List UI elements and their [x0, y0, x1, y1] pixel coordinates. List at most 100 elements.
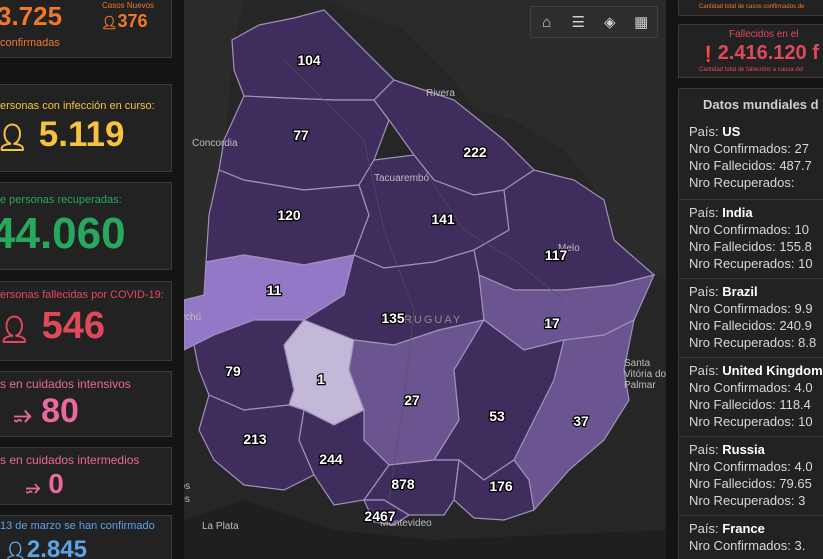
region-value-montevideo: 2467 — [364, 508, 395, 524]
country-name-row: País: France — [689, 520, 823, 537]
country-item[interactable]: País: US Nro Confirmados: 27 Nro Falleci… — [679, 123, 823, 191]
country-deceased-row: Nro Fallecidos: 240.9 — [689, 317, 823, 334]
country-confirmed: 3. — [794, 538, 806, 553]
country-confirmed: 4.0 — [794, 380, 813, 395]
country-recovered: 10 — [798, 256, 813, 271]
region-value-durazno: 135 — [381, 310, 405, 326]
intermediate-row: ⭌ 0 — [26, 468, 64, 500]
world-deaths-card: Fallecidos en el ❗2.416.120 f Cantidad t… — [678, 24, 823, 78]
intermediate-value: 0 — [48, 468, 64, 499]
total-confirmed-card: Cantidad total de casos confirmados de — [678, 0, 823, 16]
icu-value: 80 — [41, 392, 79, 430]
deceased-label: Nro Fallecidos: — [689, 239, 776, 254]
region-rocha[interactable] — [513, 318, 635, 512]
since-card: 13 de marzo se han confirmado 👤︎2.845 — [0, 515, 172, 559]
layers-icon[interactable]: ◈ — [603, 14, 616, 31]
person-icon: 👤︎ — [4, 541, 27, 559]
grid-icon[interactable]: ▦ — [634, 14, 649, 31]
list-icon[interactable]: ☰ — [571, 14, 585, 31]
country-item[interactable]: País: United Kingdom Nro Confirmados: 4.… — [679, 357, 823, 430]
map-view[interactable]: Rivera Concordia Tacuarembó Melo URUGUAY… — [184, 0, 666, 559]
region-value-rocha: 37 — [573, 413, 589, 429]
country-confirmed-row: Nro Confirmados: 27 — [689, 140, 823, 157]
new-cases-value: 376 — [117, 11, 148, 31]
confirmed-card: 3.725 confirmadas Casos Nuevos 👤︎376 — [0, 0, 172, 58]
region-value-canelones: 878 — [391, 476, 415, 492]
country-confirmed-row: Nro Confirmados: 10 — [689, 221, 823, 238]
intermediate-label: s en cuidados intermedios — [0, 453, 140, 467]
icu-label: s en cuidados intensivos — [0, 377, 131, 391]
region-value-treinta-y-tres: 17 — [544, 315, 560, 331]
person-icon: 👤︎ — [0, 314, 32, 344]
country-name: United Kingdom — [722, 363, 823, 378]
world-deaths-value: 2.416.120 f — [717, 42, 819, 64]
country-recovered-row: Nro Recuperados: 10 — [689, 413, 823, 430]
country-recovered-row: Nro Recuperados: — [689, 174, 823, 191]
confirmed-value: 3.725 — [0, 1, 63, 31]
active-card: ersonas con infección en curso: 👤︎ 5.119 — [0, 84, 172, 172]
country-label: País: — [689, 521, 719, 536]
home-icon[interactable]: ⌂ — [542, 13, 552, 31]
country-item[interactable]: País: Russia Nro Confirmados: 4.0 Nro Fa… — [679, 436, 823, 509]
confirmed-label: Nro Confirmados: — [689, 222, 791, 237]
since-label: 13 de marzo se han confirmado — [0, 520, 155, 532]
country-name: France — [722, 521, 765, 536]
alert-icon: ❗ — [699, 46, 718, 63]
active-value: 5.119 — [38, 115, 125, 154]
country-name: US — [722, 124, 741, 139]
confirmed-label: confirmadas — [0, 37, 60, 49]
new-cases-label: Casos Nuevos — [102, 1, 155, 10]
region-value-rio-negro: 11 — [267, 282, 282, 298]
map-toolbar: ⌂ ☰ ◈ ▦ — [530, 6, 658, 38]
country-recovered: 3 — [798, 493, 806, 508]
country-deceased: 118.4 — [779, 397, 811, 412]
country-name-row: País: Brazil — [689, 283, 823, 300]
region-montevideo[interactable] — [363, 499, 411, 526]
place-montevideo: Montevideo — [380, 518, 432, 529]
deceased-label: ersonas fallecidas por COVID-19: — [0, 289, 164, 301]
recovered-label: Nro Recuperados: — [689, 175, 795, 190]
region-salto[interactable] — [218, 95, 390, 191]
bed-icon: ⭌ — [26, 477, 41, 497]
bed-icon: ⭌ — [14, 402, 32, 427]
place-buenos-aires-1: nos — [184, 481, 190, 492]
country-confirmed-row: Nro Confirmados: 9.9 — [689, 300, 823, 317]
world-deaths-row: ❗2.416.120 f — [699, 42, 819, 65]
country-name-row: País: Russia — [689, 441, 823, 458]
person-icon: 👤︎ — [101, 15, 118, 30]
world-data-title: Datos mundiales d — [703, 97, 819, 112]
left-stats-column: 3.725 confirmadas Casos Nuevos 👤︎376 ers… — [0, 0, 178, 559]
recovered-label: Nro Recuperados: — [689, 335, 795, 350]
country-name: Russia — [722, 442, 765, 457]
country-recovered: 8.8 — [798, 335, 817, 350]
new-cases-row: 👤︎376 — [101, 11, 148, 32]
place-melo: Melo — [558, 243, 580, 254]
country-item[interactable]: País: France Nro Confirmados: 3. — [679, 515, 823, 554]
region-value-cerro-largo: 117 — [545, 247, 568, 263]
world-data-list[interactable]: Datos mundiales d País: US Nro Confirmad… — [678, 88, 823, 559]
country-confirmed-row: Nro Confirmados: 3. — [689, 537, 823, 554]
since-row: 👤︎2.845 — [4, 536, 87, 559]
region-value-colonia: 213 — [243, 431, 267, 447]
confirmed-label: Nro Confirmados: — [689, 538, 791, 553]
world-deaths-title: Fallecidos en el — [729, 29, 799, 40]
country-item[interactable]: País: Brazil Nro Confirmados: 9.9 Nro Fa… — [679, 278, 823, 351]
recovered-label: Nro Recuperados: — [689, 414, 795, 429]
intermediate-card: s en cuidados intermedios ⭌ 0 — [0, 447, 172, 505]
country-label: País: — [689, 205, 719, 220]
region-maldonado[interactable] — [453, 458, 535, 521]
brazil-land — [324, 0, 666, 280]
country-name-row: País: India — [689, 204, 823, 221]
confirmed-label: Nro Confirmados: — [689, 301, 791, 316]
active-row: 👤︎ 5.119 — [0, 115, 124, 155]
country-recovered-row: Nro Recuperados: 10 — [689, 255, 823, 272]
uruguay-map[interactable]: Rivera Concordia Tacuarembó Melo URUGUAY… — [184, 0, 666, 559]
confirmed-label: Nro Confirmados: — [689, 380, 791, 395]
country-item[interactable]: País: India Nro Confirmados: 10 Nro Fall… — [679, 199, 823, 272]
person-icon: 👤︎ — [0, 122, 29, 152]
region-value-rivera: 222 — [463, 144, 487, 160]
region-value-florida: 27 — [404, 392, 420, 408]
region-value-paysandu: 120 — [277, 207, 301, 223]
recovered-card: e personas recuperadas: 44.060 — [0, 182, 172, 270]
country-label: País: — [689, 442, 719, 457]
